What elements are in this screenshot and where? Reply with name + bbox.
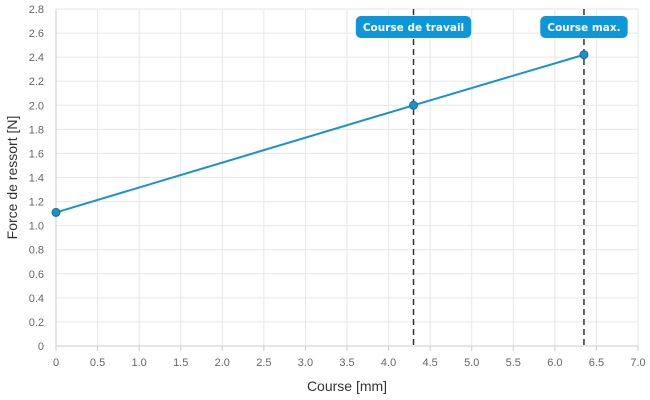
series-line	[55, 53, 585, 214]
x-tick-label: 6.5	[589, 357, 604, 369]
x-tick-label: 2.5	[256, 357, 271, 369]
x-axis-label: Course [mm]	[307, 378, 387, 394]
x-tick-label: 1.5	[173, 357, 188, 369]
y-tick-label: 1.8	[29, 124, 44, 136]
x-tick-label: 0.5	[90, 357, 105, 369]
y-tick-label: 1.2	[29, 197, 44, 209]
annotation-lines	[412, 9, 585, 346]
y-tick-label: 0.4	[29, 293, 44, 305]
y-tick-label: 0.8	[29, 245, 44, 257]
series	[51, 50, 589, 217]
x-tick-label: 7.0	[630, 357, 645, 369]
y-tick-label: 2.0	[29, 100, 44, 112]
annotation-label: Course de travail	[363, 22, 464, 34]
data-point	[409, 100, 419, 110]
annotation-label: Course max.	[547, 22, 620, 34]
y-tick-label: 0.2	[29, 317, 44, 329]
y-tick-label: 1.0	[29, 221, 44, 233]
x-tick-label: 5.0	[464, 357, 479, 369]
x-tick-label: 1.0	[131, 357, 146, 369]
y-tick-label: 0.6	[29, 269, 44, 281]
x-tick-label: 2.0	[215, 357, 230, 369]
x-tick-labels: 0 0.5 1.0 1.5 2.0 2.5 3.0 3.5 4.0 4.5 5.0 5.5 6.0 6.5…	[53, 357, 646, 369]
y-tick-label: 2.2	[29, 76, 44, 88]
annotation-box	[355, 16, 472, 38]
y-tick-label: 1.4	[29, 173, 44, 185]
axes	[55, 9, 639, 351]
y-axis-label: Force de ressort [N]	[4, 116, 20, 240]
x-tick-label: 3.0	[298, 357, 313, 369]
y-tick-labels: 0 0.2 0.4 0.6 0.8 1.0 1.2 1.4 1.6 1.8 2.0 2.2 2.4 2.6…	[29, 4, 44, 353]
y-tick-label: 2.8	[29, 4, 44, 16]
x-tick-label: 3.5	[339, 357, 354, 369]
x-tick-label: 4.0	[381, 357, 396, 369]
y-tick-label: 0	[38, 341, 44, 353]
annotation-labels: Course de travail Course max.	[355, 16, 628, 38]
y-tick-label: 2.4	[29, 52, 44, 64]
y-tick-label: 2.6	[29, 28, 44, 40]
data-point	[51, 207, 61, 217]
annotation-callout: Course de travail	[355, 16, 472, 38]
x-tick-label: 0	[53, 357, 59, 369]
data-point	[579, 50, 589, 60]
x-tick-label: 4.5	[422, 357, 437, 369]
annotation-callout: Course max.	[540, 16, 628, 38]
x-tick-label: 5.5	[506, 357, 521, 369]
annotation-box	[540, 16, 628, 38]
grid-lines	[55, 8, 639, 347]
x-tick-label: 6.0	[547, 357, 562, 369]
y-tick-label: 1.6	[29, 148, 44, 160]
